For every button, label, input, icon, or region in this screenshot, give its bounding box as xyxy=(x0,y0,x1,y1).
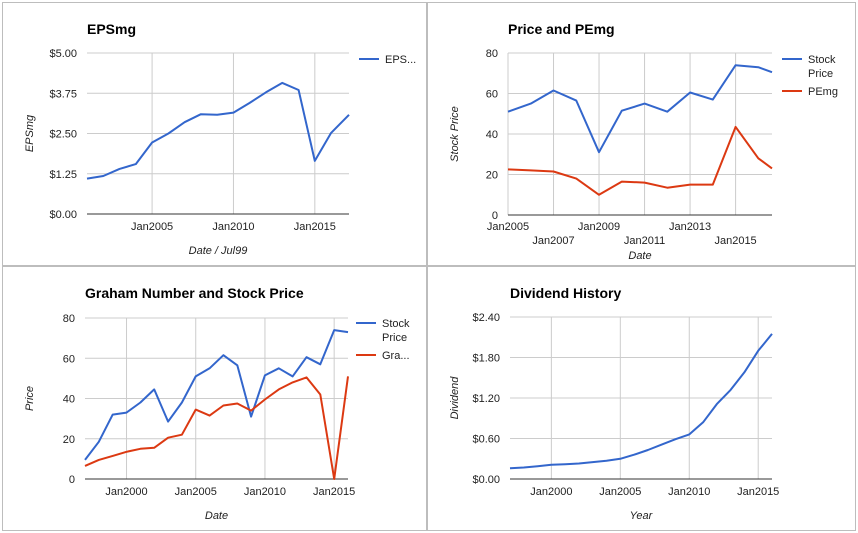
y-tick-label: 0 xyxy=(69,474,75,486)
legend-label-1: Gra... xyxy=(382,350,410,362)
x-axis-title: Date xyxy=(205,510,228,522)
dividend-chart-panel: Dividend History $0.00 $0.60 $1.20 $1.80 $2.4… xyxy=(427,266,856,531)
chart-title: Dividend History xyxy=(510,285,621,301)
x-tick-label: Jan2010 xyxy=(244,486,286,498)
x-axis-title: Year xyxy=(630,510,654,522)
graham-chart-panel: Graham Number and Stock Price 0 20 40 60 80 Ja… xyxy=(2,266,427,531)
eps-chart-panel: EPSmg $0.00 $1.25 $2.50 $3.75 $5.00 Jan2005 Jan… xyxy=(2,2,427,266)
y-tick-label: 20 xyxy=(486,170,498,182)
x-tick-label: Jan2015 xyxy=(313,486,355,498)
y-tick-label: $1.25 xyxy=(49,169,77,181)
y-tick-label: 80 xyxy=(486,48,498,60)
y-tick-label: $0.60 xyxy=(472,434,500,446)
x-tick-label: Jan2010 xyxy=(668,486,710,498)
x-tick-label: Jan2005 xyxy=(487,221,529,233)
legend-label-0: Stock Price xyxy=(382,318,410,344)
chart-title: EPSmg xyxy=(87,21,136,37)
y-tick-label: $1.80 xyxy=(472,353,500,365)
x-tick-label: Jan2009 xyxy=(578,221,620,233)
x-axis-title: Date / Jul99 xyxy=(189,245,248,257)
x-tick-label: Jan2005 xyxy=(175,486,217,498)
x-tick-label: Jan2005 xyxy=(599,486,641,498)
y-tick-label: $5.00 xyxy=(49,48,77,60)
x-tick-label: Jan2000 xyxy=(105,486,147,498)
y-axis-title: Price xyxy=(24,386,36,411)
x-tick-label: Jan2005 xyxy=(131,221,173,233)
legend-label-0: Stock Price xyxy=(808,54,836,80)
y-tick-label: 60 xyxy=(63,353,75,365)
y-tick-label: $1.20 xyxy=(472,393,500,405)
legend-label-1: PEmg xyxy=(808,86,838,98)
eps-chart: EPSmg $0.00 $1.25 $2.50 $3.75 $5.00 Jan2005 Jan… xyxy=(24,21,416,257)
y-tick-label: $0.00 xyxy=(49,209,77,221)
y-tick-label: $2.50 xyxy=(49,129,77,141)
y-axis-title: Stock Price xyxy=(449,106,461,162)
x-tick-label: Jan2015 xyxy=(294,221,336,233)
series-line-0 xyxy=(84,329,349,461)
series-line-1 xyxy=(507,125,773,196)
x-tick-label: Jan2000 xyxy=(530,486,572,498)
graham-chart: Graham Number and Stock Price 0 20 40 60 80 Ja… xyxy=(24,285,410,522)
price-pe-chart-panel: Price and PEmg 0 20 40 60 80 Jan2005 Jan2007 Jan… xyxy=(427,2,856,266)
chart-title: Price and PEmg xyxy=(508,21,615,37)
legend-label-0: EPS... xyxy=(385,54,416,66)
x-axis-title: Date xyxy=(628,250,651,262)
dividend-chart: Dividend History $0.00 $0.60 $1.20 $1.80 $2.4… xyxy=(449,285,779,522)
y-tick-label: $2.40 xyxy=(472,312,500,324)
y-axis-title: EPSmg xyxy=(24,114,36,152)
y-tick-label: 80 xyxy=(63,313,75,325)
series-line-0 xyxy=(509,333,773,470)
y-tick-label: 40 xyxy=(63,394,75,406)
x-tick-label: Jan2013 xyxy=(669,221,711,233)
x-tick-label: Jan2010 xyxy=(212,221,254,233)
y-tick-label: $3.75 xyxy=(49,88,77,100)
x-tick-label: Jan2007 xyxy=(532,235,574,247)
y-tick-label: 40 xyxy=(486,129,498,141)
series-line-1 xyxy=(84,376,349,480)
y-tick-label: 20 xyxy=(63,434,75,446)
chart-title: Graham Number and Stock Price xyxy=(85,285,304,301)
x-tick-label: Jan2011 xyxy=(624,235,665,247)
y-axis-title: Dividend xyxy=(449,376,461,420)
x-tick-label: Jan2015 xyxy=(714,235,756,247)
series-line-0 xyxy=(86,81,350,180)
series-line-0 xyxy=(507,64,773,154)
y-tick-label: 0 xyxy=(492,210,498,222)
y-tick-label: 60 xyxy=(486,89,498,101)
y-tick-label: $0.00 xyxy=(472,474,500,486)
x-tick-label: Jan2015 xyxy=(737,486,779,498)
